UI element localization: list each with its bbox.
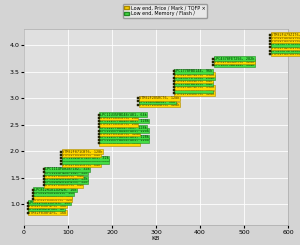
Text: STM32F437ZIT6, 256k: STM32F437ZIT6, 256k <box>271 39 300 43</box>
Text: LPC1769FBD100, 64k: LPC1769FBD100, 64k <box>175 88 213 92</box>
Text: STM32F091CBT6, 128k: STM32F091CBT6, 128k <box>100 132 140 136</box>
Text: LPC1778FBD144, 96k: LPC1778FBD144, 96k <box>175 69 213 73</box>
Text: STM32F051R8T6, 64k: STM32F051R8T6, 64k <box>62 153 100 157</box>
Text: STM32F103C8T6, 20k: STM32F103C8T6, 20k <box>100 116 138 120</box>
Text: STM32F469ZIT6, 324k: STM32F469ZIT6, 324k <box>271 36 300 40</box>
Text: LPC4367FET256, 282k: LPC4367FET256, 282k <box>271 42 300 46</box>
Text: LPC1768FBD100, 64k: LPC1768FBD100, 64k <box>175 82 213 86</box>
Text: LPC11E37FBD48/401, 128k: LPC11E37FBD48/401, 128k <box>100 119 148 123</box>
Text: STM32F030R8T6, 64k: STM32F030R8T6, 64k <box>45 174 83 178</box>
Text: STM32F072CBT6, 128k: STM32F072CBT6, 128k <box>100 141 140 145</box>
Text: LPC810M021FN8, 4k: LPC810M021FN8, 4k <box>28 207 64 211</box>
Text: STM32F427ZIT6, 256k: STM32F427ZIT6, 256k <box>271 45 300 49</box>
X-axis label: KB: KB <box>152 236 160 241</box>
Text: STM32F051C8T6, 64k: STM32F051C8T6, 64k <box>62 162 100 167</box>
Text: LPC812M101JD20, 16k: LPC812M101JD20, 16k <box>34 191 74 195</box>
Text: LPC11U37FBD64/401, 128k: LPC11U37FBD64/401, 128k <box>100 138 148 142</box>
Text: LPC812M101JDH16, 16k: LPC812M101JDH16, 16k <box>28 201 71 205</box>
Text: LPC11E37FBD64/401, 128k: LPC11E37FBD64/401, 128k <box>100 135 148 139</box>
Text: STM32F413ZHT6, 320k: STM32F413ZHT6, 320k <box>214 60 254 64</box>
Text: LPC812M101JDH20, 16k: LPC812M101JDH20, 16k <box>34 188 76 192</box>
Text: LPC11U24FBD48/301, 32k: LPC11U24FBD48/301, 32k <box>62 159 109 163</box>
Text: STM32F030F4P6, 16k: STM32F030F4P6, 16k <box>28 211 67 215</box>
Text: STM32F407VGT6, 192k: STM32F407VGT6, 192k <box>175 73 215 76</box>
Text: LPC4357JET256, 264k: LPC4357JET256, 264k <box>271 49 300 53</box>
Text: LPC1114FDH28/102, 32k: LPC1114FDH28/102, 32k <box>45 167 89 171</box>
Text: LPC824M201JHI33, 32k: LPC824M201JHI33, 32k <box>45 180 87 184</box>
Text: STM32F205RET6, 128k: STM32F205RET6, 128k <box>175 91 215 96</box>
Text: LPC1549JBD64, 36k: LPC1549JBD64, 36k <box>139 99 176 103</box>
Text: STM32F407VET6, 192k: STM32F407VET6, 192k <box>175 85 215 89</box>
Text: LPC4357FET256, 264k: LPC4357FET256, 264k <box>175 76 215 80</box>
Text: STM32F205RCT6, 128k: STM32F205RCT6, 128k <box>139 96 180 100</box>
Text: STM32F030C6T6, 32k: STM32F030C6T6, 32k <box>34 197 72 201</box>
Text: STM32F030K6T6, 32k: STM32F030K6T6, 32k <box>34 194 72 198</box>
Text: LPC824M201JDH20, 32k: LPC824M201JDH20, 32k <box>45 177 87 181</box>
Text: LPC1227FBD64/301, 128k: LPC1227FBD64/301, 128k <box>100 125 146 129</box>
Text: LPC11U35FBD48/401, 64k: LPC11U35FBD48/401, 64k <box>100 113 146 117</box>
Legend: Low end, Price / Mark / TQFP ×, Low end, Memory / Flash /: Low end, Price / Mark / TQFP ×, Low end,… <box>123 4 207 18</box>
Text: STM32F417ZGT6, 256k: STM32F417ZGT6, 256k <box>271 52 300 56</box>
Text: STM32F030C8T6, 64k: STM32F030C8T6, 64k <box>45 183 83 187</box>
Text: STM32F205RBT6, 128k: STM32F205RBT6, 128k <box>139 103 180 107</box>
Text: LPC4370FET256, 282k: LPC4370FET256, 282k <box>214 57 254 61</box>
Text: LPC1114FN28/102, 32k: LPC1114FN28/102, 32k <box>45 171 87 174</box>
Text: STM32F103CBT6, 20k: STM32F103CBT6, 20k <box>100 122 138 126</box>
Text: STM32F103VET6, 64k: STM32F103VET6, 64k <box>175 79 213 83</box>
Text: STM32F030F4P6, 16k: STM32F030F4P6, 16k <box>28 204 67 208</box>
Text: STM32F071CBT6, 128k: STM32F071CBT6, 128k <box>62 150 103 154</box>
Text: LPC11U24FET48/401, 32k: LPC11U24FET48/401, 32k <box>62 156 109 160</box>
Text: STM32F479ZIT6, 324k: STM32F479ZIT6, 324k <box>271 33 300 37</box>
Text: LPC1837JBD144, 164k: LPC1837JBD144, 164k <box>214 63 254 67</box>
Text: LPC11U37FBD48/401, 128k: LPC11U37FBD48/401, 128k <box>100 129 148 133</box>
